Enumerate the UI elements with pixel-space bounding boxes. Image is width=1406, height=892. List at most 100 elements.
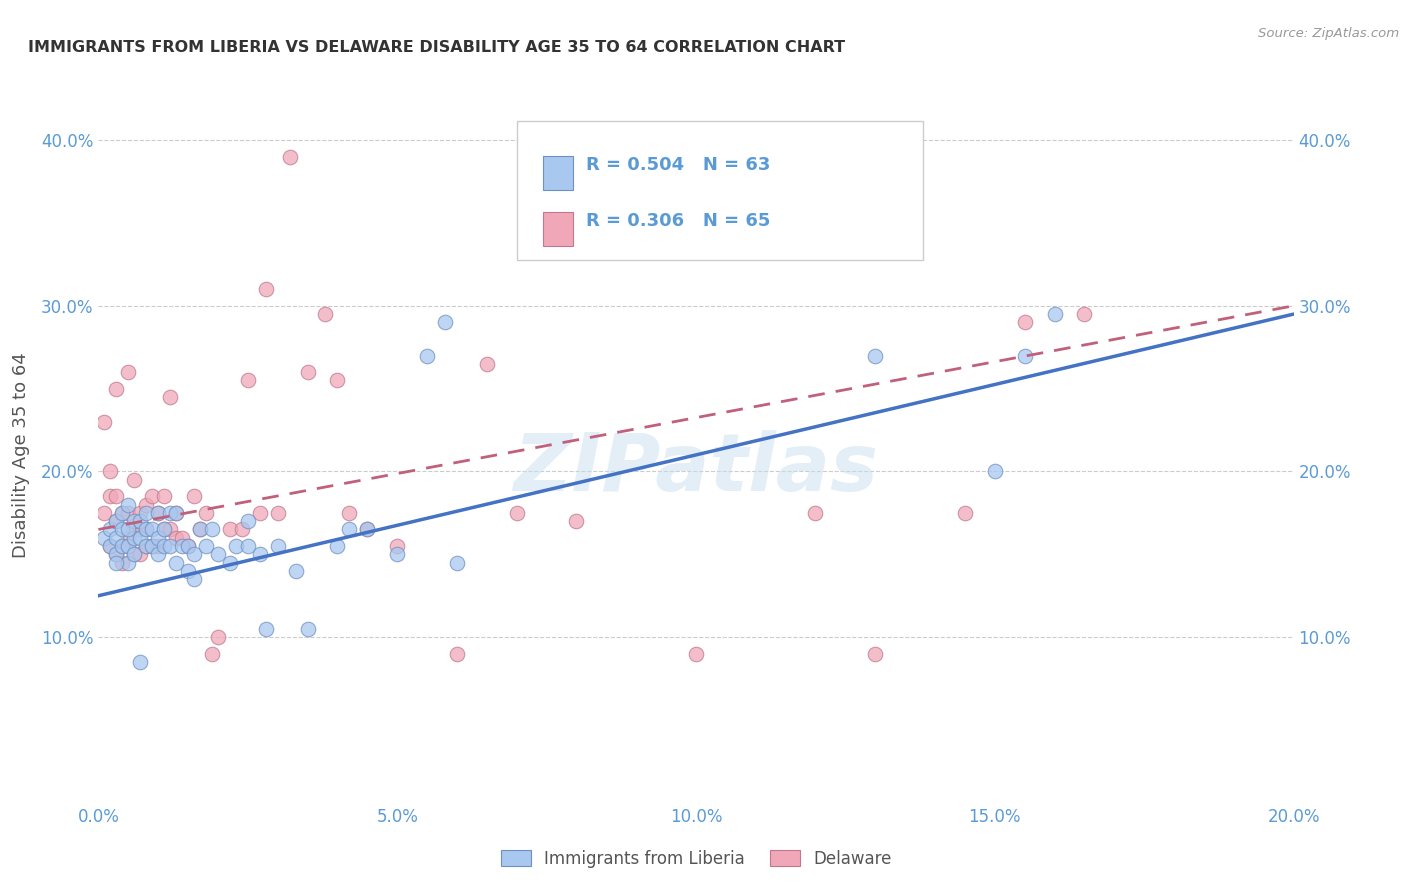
Point (111, 506, 134, 520)
Point (267, 506, 290, 520)
Point (249, 547, 271, 561)
Point (804, 506, 827, 520)
Point (105, 514, 128, 528)
Point (201, 523, 224, 537)
Point (475, 357, 498, 371)
FancyBboxPatch shape (517, 121, 922, 260)
Point (506, 506, 529, 520)
Point (124, 547, 146, 561)
Point (326, 373, 349, 387)
Point (177, 564, 200, 578)
Point (339, 523, 361, 537)
Point (315, 307, 337, 321)
Point (434, 315, 457, 329)
Point (183, 489, 205, 503)
Point (124, 531, 146, 545)
Point (105, 382, 128, 396)
Point (111, 539, 134, 553)
Point (135, 539, 157, 553)
Point (117, 506, 139, 520)
Point (93, 506, 115, 520)
Point (129, 506, 152, 520)
Point (105, 547, 128, 561)
Point (356, 523, 378, 537)
Point (201, 647, 224, 661)
Text: R = 0.306   N = 65: R = 0.306 N = 65 (586, 212, 770, 230)
Point (446, 647, 468, 661)
Point (135, 506, 157, 520)
Text: R = 0.504   N = 63: R = 0.504 N = 63 (586, 156, 770, 175)
Point (172, 531, 194, 545)
Point (159, 539, 181, 553)
Point (124, 523, 146, 537)
Point (117, 531, 139, 545)
Point (111, 556, 134, 570)
Point (159, 390, 181, 404)
Point (254, 622, 277, 636)
Point (148, 531, 170, 545)
Point (188, 523, 211, 537)
Point (416, 349, 439, 363)
Point (278, 150, 301, 164)
Point (165, 506, 187, 520)
Point (135, 523, 157, 537)
Point (339, 506, 361, 520)
Point (565, 514, 588, 528)
Point (159, 523, 181, 537)
Point (254, 282, 277, 296)
Point (148, 506, 170, 520)
Point (685, 647, 707, 661)
Point (148, 506, 170, 520)
Point (105, 556, 128, 570)
Point (225, 539, 247, 553)
Point (117, 365, 139, 379)
Point (195, 539, 218, 553)
Point (385, 547, 409, 561)
Point (98, 539, 122, 553)
Point (446, 556, 468, 570)
Point (105, 531, 128, 545)
Point (172, 539, 194, 553)
Point (98, 465, 122, 479)
Point (188, 523, 211, 537)
Point (111, 523, 134, 537)
Point (124, 473, 146, 487)
Point (105, 489, 128, 503)
Point (98, 489, 122, 503)
Point (153, 523, 176, 537)
Point (207, 630, 229, 644)
FancyBboxPatch shape (543, 156, 572, 190)
Point (153, 539, 176, 553)
Point (207, 547, 229, 561)
Point (117, 539, 139, 553)
Point (124, 547, 146, 561)
Point (129, 523, 152, 537)
Point (165, 531, 187, 545)
Point (984, 465, 1007, 479)
Point (231, 523, 253, 537)
Point (195, 506, 218, 520)
Point (141, 539, 163, 553)
Point (141, 523, 163, 537)
Legend: Immigrants from Liberia, Delaware: Immigrants from Liberia, Delaware (494, 843, 898, 874)
Point (236, 539, 259, 553)
Point (267, 539, 290, 553)
Point (153, 489, 176, 503)
Point (297, 365, 319, 379)
FancyBboxPatch shape (543, 211, 572, 246)
Point (236, 514, 259, 528)
Point (865, 349, 887, 363)
Point (159, 506, 181, 520)
Point (105, 547, 128, 561)
Point (135, 523, 157, 537)
Point (111, 539, 134, 553)
Point (148, 539, 170, 553)
Point (165, 506, 187, 520)
Point (183, 547, 205, 561)
Point (297, 622, 319, 636)
Point (249, 506, 271, 520)
Point (98, 523, 122, 537)
Text: IMMIGRANTS FROM LIBERIA VS DELAWARE DISABILITY AGE 35 TO 64 CORRELATION CHART: IMMIGRANTS FROM LIBERIA VS DELAWARE DISA… (28, 40, 845, 55)
Point (105, 514, 128, 528)
Point (177, 539, 200, 553)
